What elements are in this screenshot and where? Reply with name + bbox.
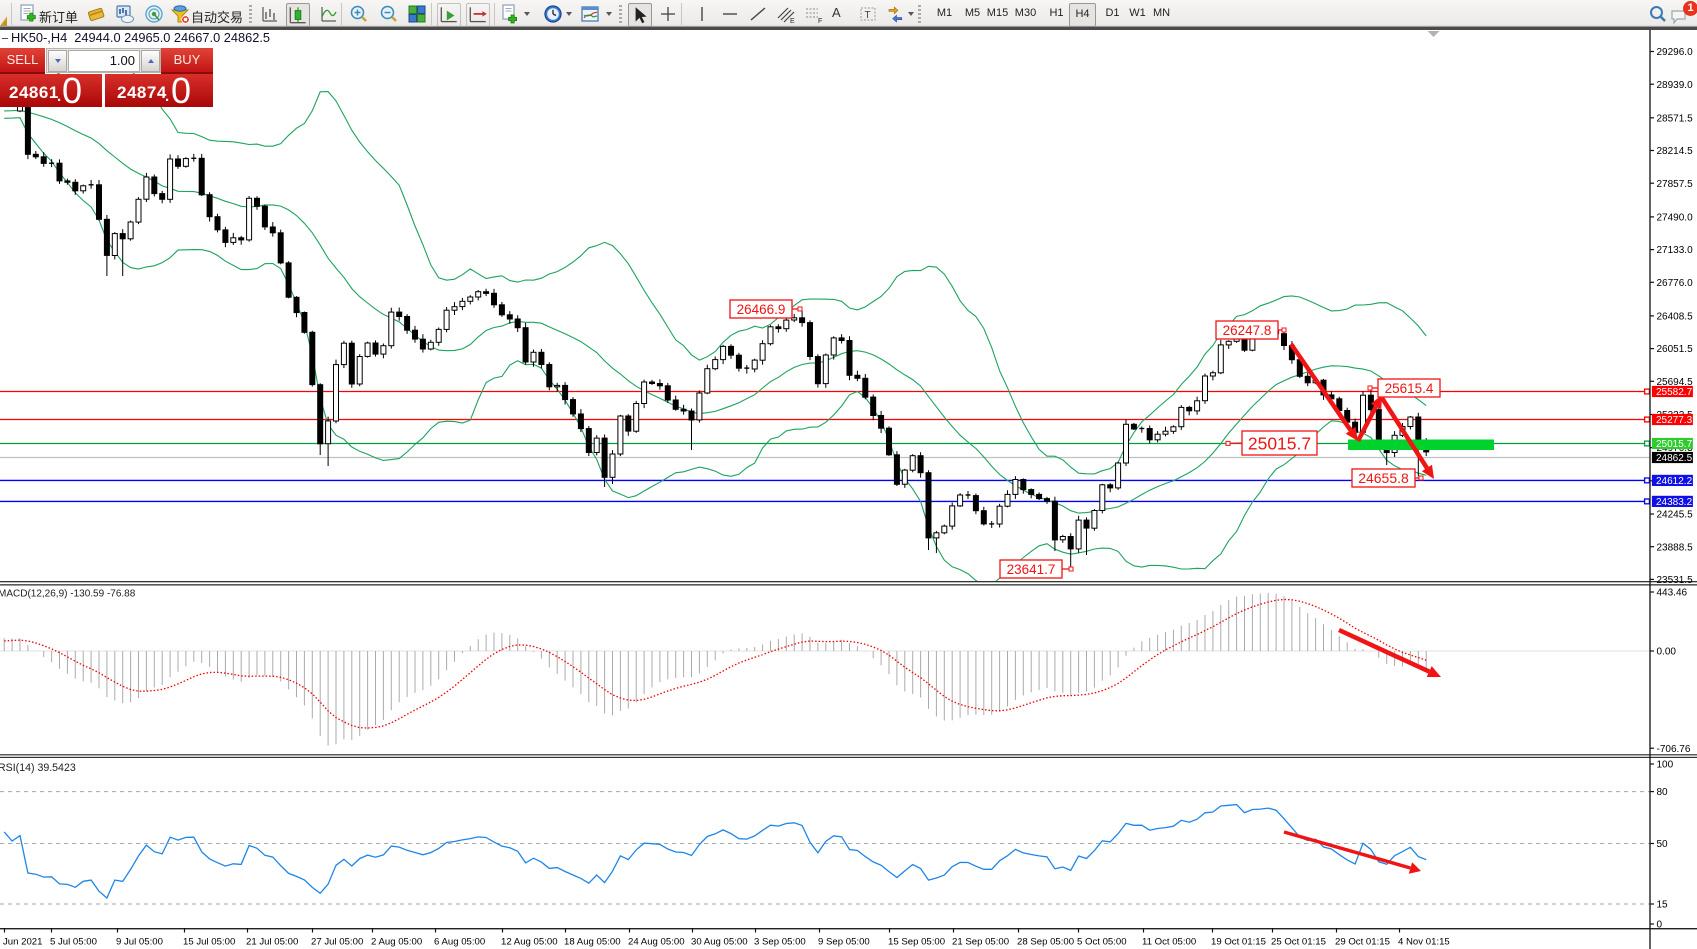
- svg-text:-706.76: -706.76: [1657, 744, 1691, 755]
- svg-text:24862.5: 24862.5: [1656, 453, 1693, 464]
- svg-text:12 Aug 05:00: 12 Aug 05:00: [501, 937, 558, 948]
- svg-text:23888.5: 23888.5: [1657, 542, 1694, 553]
- svg-text:15 Jul 05:00: 15 Jul 05:00: [183, 937, 235, 948]
- svg-text:–: –: [2, 33, 9, 45]
- svg-text:5 Jul 05:00: 5 Jul 05:00: [50, 937, 97, 948]
- svg-text:T: T: [865, 10, 871, 21]
- svg-text:25694.5: 25694.5: [1657, 377, 1694, 388]
- svg-text:6 Aug 05:00: 6 Aug 05:00: [434, 937, 485, 948]
- svg-text:27 Jul 05:00: 27 Jul 05:00: [311, 937, 363, 948]
- svg-text:11 Oct 05:00: 11 Oct 05:00: [1142, 937, 1196, 948]
- svg-text:23531.5: 23531.5: [1657, 575, 1694, 586]
- svg-text:5 Oct 05:00: 5 Oct 05:00: [1077, 937, 1127, 948]
- svg-text:MACD(12,26,9) -130.59 -76.88: MACD(12,26,9) -130.59 -76.88: [0, 589, 136, 600]
- svg-text:50: 50: [1657, 839, 1669, 850]
- svg-text:HK50-,H4 24944.0 24965.0 2466: HK50-,H4 24944.0 24965.0 24667.0 24862.5: [11, 30, 270, 45]
- svg-text:27490.0: 27490.0: [1657, 212, 1694, 223]
- svg-text:26247.8: 26247.8: [1223, 323, 1272, 338]
- svg-text:100: 100: [1657, 760, 1674, 771]
- svg-text:21 Jul 05:00: 21 Jul 05:00: [246, 937, 298, 948]
- svg-text:80: 80: [1657, 787, 1669, 798]
- svg-text:18 Aug 05:00: 18 Aug 05:00: [564, 937, 621, 948]
- svg-text:30 Aug 05:00: 30 Aug 05:00: [691, 937, 748, 948]
- svg-text:27133.0: 27133.0: [1657, 245, 1694, 256]
- svg-text:0: 0: [1657, 920, 1663, 931]
- svg-text:25582.7: 25582.7: [1656, 387, 1693, 398]
- svg-text:25 Oct 01:15: 25 Oct 01:15: [1271, 937, 1326, 948]
- svg-text:29 Oct 01:15: 29 Oct 01:15: [1335, 937, 1390, 948]
- svg-text:24612.2: 24612.2: [1656, 476, 1693, 487]
- svg-text:0.00: 0.00: [1657, 647, 1677, 658]
- svg-text:Jun 2021: Jun 2021: [3, 937, 42, 948]
- svg-text:19 Oct 01:15: 19 Oct 01:15: [1211, 937, 1266, 948]
- svg-text:24383.2: 24383.2: [1656, 497, 1693, 508]
- svg-text:28939.0: 28939.0: [1657, 80, 1694, 91]
- svg-text:RSI(14) 39.5423: RSI(14) 39.5423: [0, 762, 76, 774]
- svg-text:443.46: 443.46: [1657, 588, 1688, 599]
- svg-text:24245.5: 24245.5: [1657, 510, 1694, 521]
- svg-text:9 Sep 05:00: 9 Sep 05:00: [818, 937, 870, 948]
- svg-text:15 Sep 05:00: 15 Sep 05:00: [888, 937, 945, 948]
- svg-text:28214.5: 28214.5: [1657, 146, 1694, 157]
- svg-text:F: F: [818, 18, 822, 24]
- svg-text:28 Sep 05:00: 28 Sep 05:00: [1017, 937, 1074, 948]
- svg-text:21 Sep 05:00: 21 Sep 05:00: [952, 937, 1009, 948]
- svg-text:28571.5: 28571.5: [1657, 113, 1694, 124]
- svg-text:23641.7: 23641.7: [1007, 562, 1056, 577]
- svg-text:24 Aug 05:00: 24 Aug 05:00: [628, 937, 685, 948]
- svg-text:26051.5: 26051.5: [1657, 344, 1694, 355]
- svg-text:25615.4: 25615.4: [1385, 381, 1434, 396]
- svg-text:27857.5: 27857.5: [1657, 179, 1694, 190]
- svg-text:26466.9: 26466.9: [737, 302, 786, 317]
- svg-text:2 Aug 05:00: 2 Aug 05:00: [371, 937, 422, 948]
- svg-text:26408.5: 26408.5: [1657, 312, 1694, 323]
- svg-text:29296.0: 29296.0: [1657, 47, 1694, 58]
- svg-text:4 Nov 01:15: 4 Nov 01:15: [1398, 937, 1450, 948]
- svg-text:15: 15: [1657, 900, 1669, 911]
- svg-text:25015.7: 25015.7: [1248, 433, 1311, 453]
- svg-text:9 Jul 05:00: 9 Jul 05:00: [116, 937, 163, 948]
- svg-text:25277.3: 25277.3: [1656, 415, 1693, 426]
- svg-text:26776.0: 26776.0: [1657, 278, 1694, 289]
- svg-text:25015.7: 25015.7: [1656, 439, 1693, 450]
- svg-text:24655.8: 24655.8: [1358, 470, 1409, 486]
- svg-text:3 Sep 05:00: 3 Sep 05:00: [754, 937, 806, 948]
- svg-text:E: E: [790, 18, 795, 24]
